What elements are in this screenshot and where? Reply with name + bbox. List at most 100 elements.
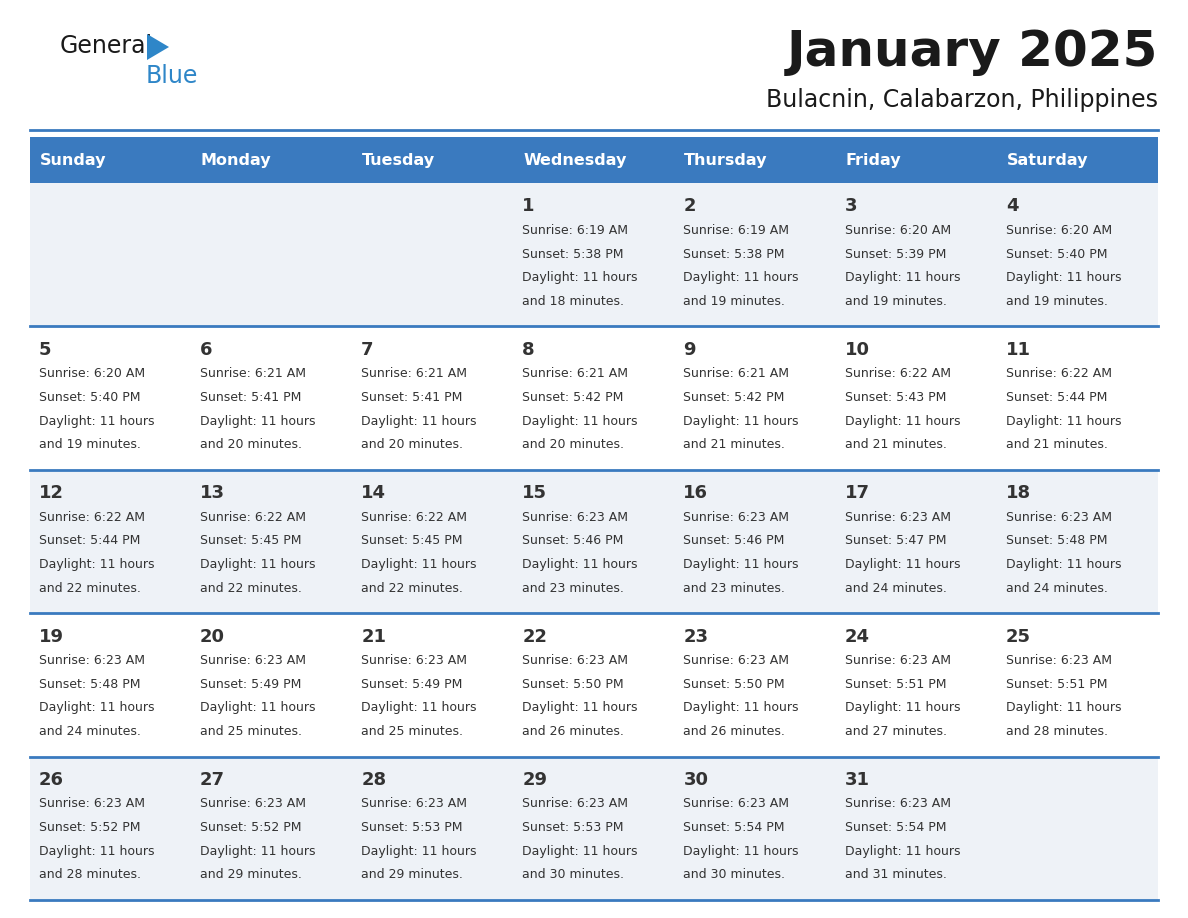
Text: Sunset: 5:44 PM: Sunset: 5:44 PM xyxy=(39,534,140,547)
Text: 27: 27 xyxy=(200,771,225,789)
Polygon shape xyxy=(147,34,169,60)
Text: Sunrise: 6:19 AM: Sunrise: 6:19 AM xyxy=(683,224,790,237)
Text: Daylight: 11 hours: Daylight: 11 hours xyxy=(523,415,638,428)
Text: 29: 29 xyxy=(523,771,548,789)
Text: Daylight: 11 hours: Daylight: 11 hours xyxy=(523,701,638,714)
Text: Sunset: 5:43 PM: Sunset: 5:43 PM xyxy=(845,391,946,404)
Text: Sunset: 5:38 PM: Sunset: 5:38 PM xyxy=(683,248,785,261)
Text: Sunset: 5:38 PM: Sunset: 5:38 PM xyxy=(523,248,624,261)
Text: Sunrise: 6:23 AM: Sunrise: 6:23 AM xyxy=(683,654,790,667)
Text: and 20 minutes.: and 20 minutes. xyxy=(361,438,463,452)
Text: Daylight: 11 hours: Daylight: 11 hours xyxy=(845,415,960,428)
Text: Daylight: 11 hours: Daylight: 11 hours xyxy=(845,845,960,857)
Text: Sunrise: 6:23 AM: Sunrise: 6:23 AM xyxy=(523,654,628,667)
Text: Daylight: 11 hours: Daylight: 11 hours xyxy=(1006,271,1121,285)
Text: Daylight: 11 hours: Daylight: 11 hours xyxy=(523,558,638,571)
Bar xyxy=(30,327,191,470)
Text: Daylight: 11 hours: Daylight: 11 hours xyxy=(361,701,476,714)
Bar xyxy=(513,327,675,470)
Bar xyxy=(675,137,835,183)
Text: Daylight: 11 hours: Daylight: 11 hours xyxy=(523,271,638,285)
Text: Sunset: 5:54 PM: Sunset: 5:54 PM xyxy=(683,821,785,834)
Text: Sunrise: 6:23 AM: Sunrise: 6:23 AM xyxy=(1006,510,1112,523)
Text: 26: 26 xyxy=(39,771,64,789)
Text: 21: 21 xyxy=(361,628,386,645)
Text: Sunset: 5:40 PM: Sunset: 5:40 PM xyxy=(39,391,140,404)
Text: Sunset: 5:42 PM: Sunset: 5:42 PM xyxy=(683,391,785,404)
Text: Sunrise: 6:22 AM: Sunrise: 6:22 AM xyxy=(845,367,950,380)
Text: Sunrise: 6:23 AM: Sunrise: 6:23 AM xyxy=(523,798,628,811)
Text: Sunset: 5:52 PM: Sunset: 5:52 PM xyxy=(200,821,302,834)
Text: 18: 18 xyxy=(1006,484,1031,502)
Bar xyxy=(30,183,191,327)
Bar xyxy=(191,183,353,327)
Text: Daylight: 11 hours: Daylight: 11 hours xyxy=(1006,558,1121,571)
Text: 12: 12 xyxy=(39,484,64,502)
Text: Blue: Blue xyxy=(146,64,198,88)
Text: 7: 7 xyxy=(361,341,374,359)
Bar xyxy=(997,756,1158,900)
Text: and 19 minutes.: and 19 minutes. xyxy=(39,438,140,452)
Text: Sunset: 5:51 PM: Sunset: 5:51 PM xyxy=(1006,677,1107,690)
Text: and 26 minutes.: and 26 minutes. xyxy=(523,725,624,738)
Text: 10: 10 xyxy=(845,341,870,359)
Text: and 21 minutes.: and 21 minutes. xyxy=(845,438,947,452)
Text: Daylight: 11 hours: Daylight: 11 hours xyxy=(39,558,154,571)
Bar xyxy=(835,756,997,900)
Bar xyxy=(675,756,835,900)
Text: Daylight: 11 hours: Daylight: 11 hours xyxy=(683,845,800,857)
Bar xyxy=(997,137,1158,183)
Text: 20: 20 xyxy=(200,628,225,645)
Text: Daylight: 11 hours: Daylight: 11 hours xyxy=(683,558,800,571)
Bar xyxy=(513,137,675,183)
Text: Sunday: Sunday xyxy=(39,152,106,167)
Text: Sunrise: 6:23 AM: Sunrise: 6:23 AM xyxy=(39,798,145,811)
Text: Daylight: 11 hours: Daylight: 11 hours xyxy=(200,845,316,857)
Bar xyxy=(675,183,835,327)
Bar xyxy=(513,613,675,756)
Bar xyxy=(997,470,1158,613)
Text: 19: 19 xyxy=(39,628,64,645)
Text: Sunset: 5:50 PM: Sunset: 5:50 PM xyxy=(683,677,785,690)
Bar xyxy=(675,470,835,613)
Text: Daylight: 11 hours: Daylight: 11 hours xyxy=(1006,415,1121,428)
Bar xyxy=(191,327,353,470)
Text: Friday: Friday xyxy=(846,152,901,167)
Text: and 24 minutes.: and 24 minutes. xyxy=(845,582,947,595)
Text: Sunrise: 6:23 AM: Sunrise: 6:23 AM xyxy=(845,510,950,523)
Bar xyxy=(675,613,835,756)
Bar xyxy=(353,327,513,470)
Bar xyxy=(353,613,513,756)
Text: Saturday: Saturday xyxy=(1006,152,1088,167)
Text: Tuesday: Tuesday xyxy=(362,152,435,167)
Text: Sunset: 5:39 PM: Sunset: 5:39 PM xyxy=(845,248,946,261)
Text: and 20 minutes.: and 20 minutes. xyxy=(523,438,624,452)
Bar xyxy=(191,613,353,756)
Bar xyxy=(513,470,675,613)
Text: Daylight: 11 hours: Daylight: 11 hours xyxy=(39,415,154,428)
Text: Sunrise: 6:23 AM: Sunrise: 6:23 AM xyxy=(200,654,307,667)
Text: Sunrise: 6:21 AM: Sunrise: 6:21 AM xyxy=(683,367,790,380)
Text: General: General xyxy=(61,34,153,58)
Text: Sunrise: 6:23 AM: Sunrise: 6:23 AM xyxy=(845,654,950,667)
Bar xyxy=(30,470,191,613)
Text: Sunset: 5:48 PM: Sunset: 5:48 PM xyxy=(39,677,140,690)
Text: 15: 15 xyxy=(523,484,548,502)
Text: 23: 23 xyxy=(683,628,708,645)
Text: Daylight: 11 hours: Daylight: 11 hours xyxy=(523,845,638,857)
Text: and 18 minutes.: and 18 minutes. xyxy=(523,295,624,308)
Text: and 23 minutes.: and 23 minutes. xyxy=(683,582,785,595)
Text: Sunset: 5:52 PM: Sunset: 5:52 PM xyxy=(39,821,140,834)
Bar xyxy=(997,613,1158,756)
Bar xyxy=(30,756,191,900)
Text: and 28 minutes.: and 28 minutes. xyxy=(1006,725,1107,738)
Text: Sunrise: 6:23 AM: Sunrise: 6:23 AM xyxy=(523,510,628,523)
Text: Sunrise: 6:22 AM: Sunrise: 6:22 AM xyxy=(361,510,467,523)
Text: 4: 4 xyxy=(1006,197,1018,216)
Text: and 24 minutes.: and 24 minutes. xyxy=(1006,582,1107,595)
Text: Sunset: 5:51 PM: Sunset: 5:51 PM xyxy=(845,677,946,690)
Text: Sunrise: 6:20 AM: Sunrise: 6:20 AM xyxy=(845,224,950,237)
Text: and 21 minutes.: and 21 minutes. xyxy=(683,438,785,452)
Text: and 19 minutes.: and 19 minutes. xyxy=(845,295,947,308)
Bar xyxy=(835,470,997,613)
